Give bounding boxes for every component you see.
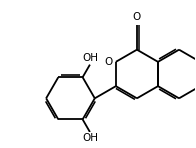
Text: O: O (105, 57, 113, 67)
Text: OH: OH (82, 133, 98, 143)
Text: O: O (133, 12, 141, 22)
Text: OH: OH (82, 53, 98, 63)
